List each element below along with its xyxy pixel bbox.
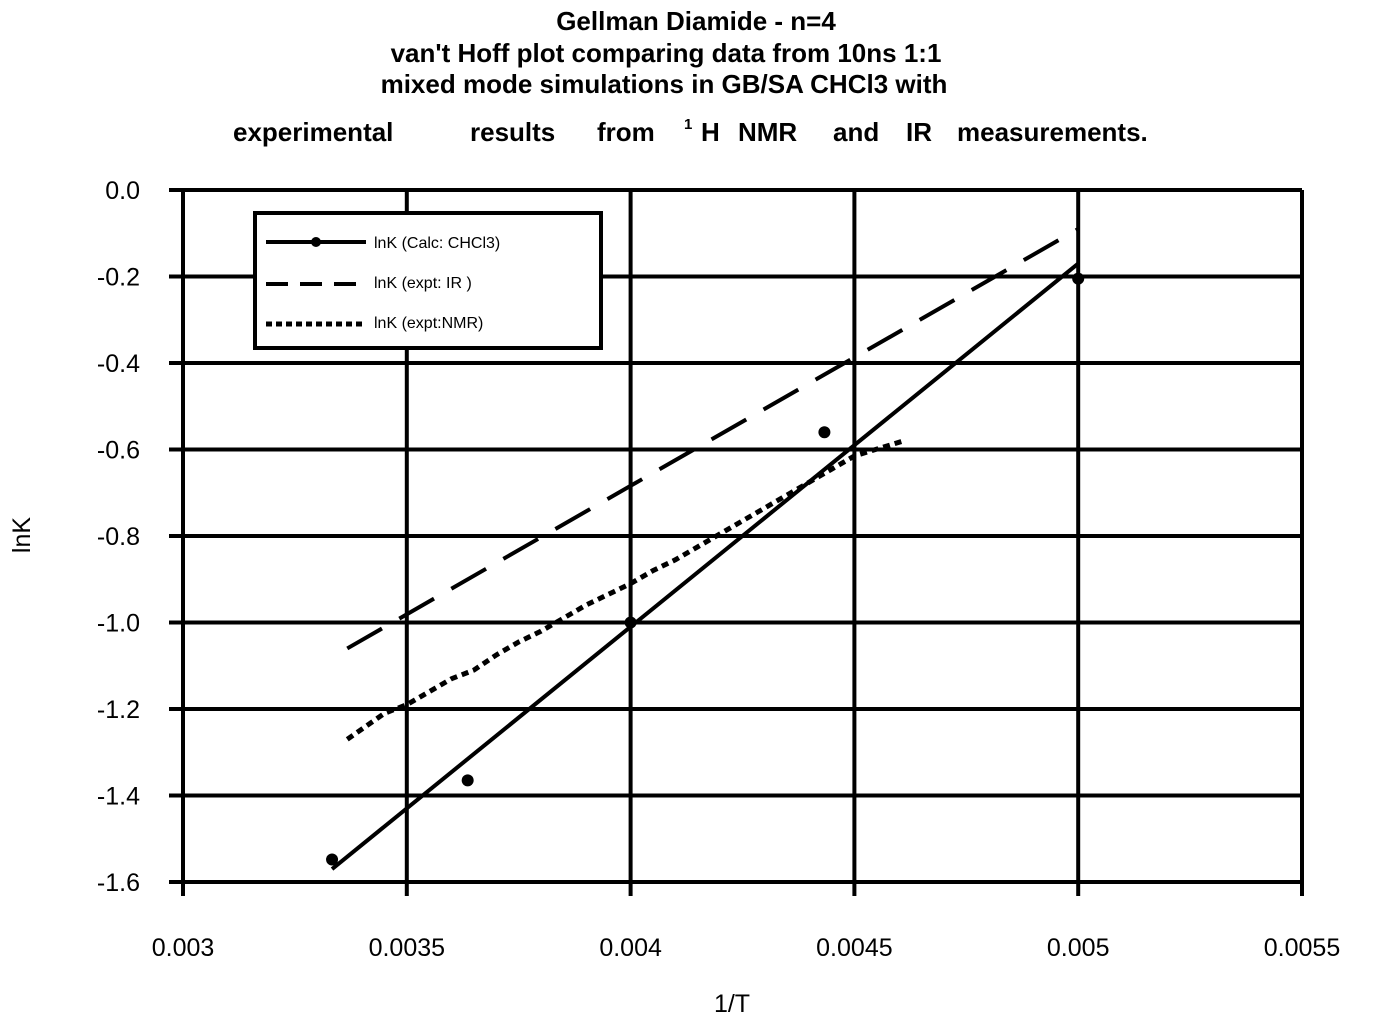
title-line-2: van't Hoff plot comparing data from 10ns… (391, 38, 942, 68)
x-tick-label: 0.0045 (816, 934, 892, 962)
y-tick-label: -0.8 (97, 523, 140, 551)
legend-label-ir: lnK (expt: IR ) (374, 275, 472, 292)
ir-line (346, 227, 1080, 651)
y-axis-ticks: 0.0 -0.2 -0.4 -0.6 -0.8 -1.0 -1.2 -1.4 -1.6 (97, 177, 140, 897)
x-tick-label: 0.0055 (1264, 934, 1340, 962)
title-line-4-part-1: experimental (233, 117, 393, 147)
calc-point-1 (461, 774, 474, 787)
y-tick-label: -1.4 (97, 783, 140, 811)
y-axis-label: lnK (8, 517, 36, 553)
calc-point-2 (624, 616, 637, 629)
chart-title: Gellman Diamide - n=4 van't Hoff plot co… (233, 6, 1148, 147)
x-tick-label: 0.004 (599, 934, 662, 962)
y-tick-label: -1.0 (97, 610, 140, 638)
x-tick-label: 0.005 (1047, 934, 1110, 962)
legend: lnK (Calc: CHCl3) lnK (expt: IR ) lnK (e… (253, 211, 603, 350)
title-line-4-part-8: measurements. (957, 117, 1148, 147)
y-tick-label: -1.6 (97, 869, 140, 897)
y-tick-label: 0.0 (105, 177, 140, 205)
y-tick-label: -0.4 (97, 350, 140, 378)
y-tick-label: -0.6 (97, 437, 140, 465)
legend-label-calc: lnK (Calc: CHCl3) (374, 235, 500, 252)
legend-marker-calc (311, 237, 321, 247)
calc-point-4 (1072, 272, 1085, 285)
title-line-3: mixed mode simulations in GB/SA CHCl3 wi… (381, 69, 948, 99)
title-line-4-part-5: NMR (738, 117, 797, 147)
title-superscript: 1 (684, 116, 692, 133)
calc-fit-line (330, 261, 1080, 871)
calc-point-3 (818, 426, 831, 439)
title-line-4-part-3: from (597, 117, 655, 147)
x-axis-ticks: 0.003 0.0035 0.004 0.0045 0.005 0.0055 (152, 934, 1341, 962)
y-tick-label: -0.2 (97, 264, 140, 292)
title-line-1: Gellman Diamide - n=4 (556, 6, 836, 36)
legend-box (253, 211, 603, 350)
y-tick-label: -1.2 (97, 696, 140, 724)
series-layer (326, 227, 1085, 871)
title-line-4-part-4: H (701, 117, 720, 147)
calc-point-0 (326, 853, 339, 866)
title-line-4-part-2: results (470, 117, 555, 147)
x-tick-label: 0.003 (152, 934, 215, 962)
title-line-4-part-7: IR (906, 117, 932, 147)
nmr-line (345, 438, 905, 742)
x-axis-label: 1/T (714, 990, 750, 1018)
legend-label-nmr: lnK (expt:NMR) (374, 315, 483, 332)
title-line-4-part-6: and (833, 117, 879, 147)
x-tick-label: 0.0035 (369, 934, 445, 962)
